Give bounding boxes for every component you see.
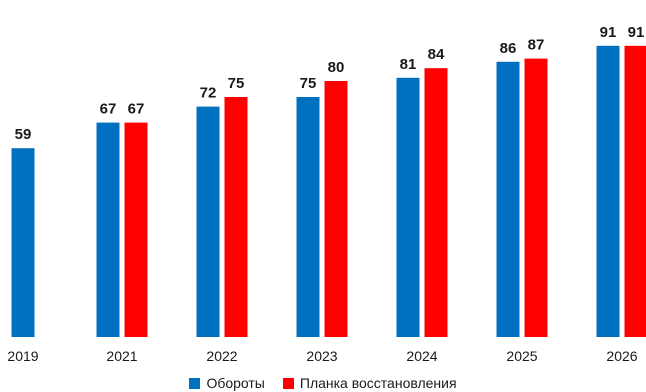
data-label-recovery-2024: 84	[428, 46, 445, 63]
data-label-turnover-2026: 91	[600, 24, 617, 41]
bar-recovery-2024	[425, 68, 448, 337]
legend-label-turnover: Обороты	[206, 375, 264, 391]
legend-swatch-recovery-bar	[283, 378, 294, 389]
x-tick-2025: 2025	[506, 348, 537, 364]
data-label-turnover-2022: 72	[200, 85, 217, 102]
x-axis-ticks: 2019 2021 2022 2023 2024 2025 2026	[7, 348, 637, 364]
data-label-recovery-2022: 75	[228, 75, 245, 92]
data-label-recovery-2021: 67	[128, 101, 145, 118]
bar-turnover-2021	[97, 123, 120, 337]
bar-turnover-2023	[297, 97, 320, 337]
data-label-turnover-2019: 59	[15, 126, 32, 143]
legend-item-recovery-bar[interactable]: Планка восстановления	[283, 375, 457, 391]
bars-group	[12, 46, 646, 337]
x-tick-2023: 2023	[306, 348, 337, 364]
bar-recovery-2025	[525, 59, 548, 337]
legend-swatch-turnover	[189, 378, 200, 389]
x-tick-2022: 2022	[206, 348, 237, 364]
x-tick-2024: 2024	[406, 348, 437, 364]
bar-turnover-2019	[12, 148, 35, 337]
bar-turnover-2022	[197, 107, 220, 337]
data-label-turnover-2025: 86	[500, 40, 517, 57]
bar-turnover-2025	[497, 62, 520, 337]
legend-label-recovery-bar: Планка восстановления	[300, 375, 457, 391]
x-tick-2021: 2021	[106, 348, 137, 364]
legend: Обороты Планка восстановления	[0, 374, 646, 392]
bar-recovery-2026	[625, 46, 646, 337]
data-label-turnover-2021: 67	[100, 101, 117, 118]
x-tick-2019: 2019	[7, 348, 38, 364]
bar-turnover-2024	[397, 78, 420, 337]
legend-item-turnover[interactable]: Обороты	[189, 375, 264, 391]
bar-recovery-2023	[325, 81, 348, 337]
data-label-turnover-2024: 81	[400, 56, 417, 73]
data-label-recovery-2023: 80	[328, 59, 345, 76]
x-tick-2026: 2026	[606, 348, 637, 364]
bar-recovery-2022	[225, 97, 248, 337]
data-label-turnover-2023: 75	[300, 75, 317, 92]
bar-turnover-2026	[597, 46, 620, 337]
bar-recovery-2021	[125, 123, 148, 337]
data-label-recovery-2025: 87	[528, 37, 545, 54]
data-label-recovery-2026: 91	[628, 24, 645, 41]
